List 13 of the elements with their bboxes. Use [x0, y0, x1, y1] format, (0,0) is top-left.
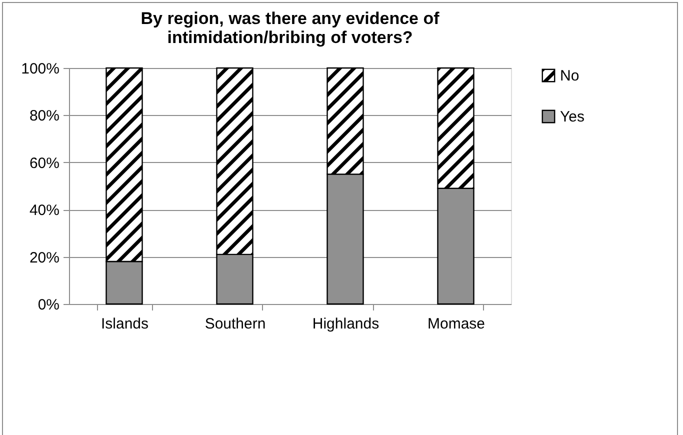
y-tick-label: 80%: [29, 108, 60, 125]
x-tick-label: Highlands: [312, 316, 380, 332]
x-tick-label: Southern: [204, 316, 266, 332]
y-tick-label: 60%: [29, 154, 60, 172]
x-tick-label: Islands: [100, 316, 149, 332]
y-tick-label: 0%: [38, 296, 60, 314]
y-tick-label: 20%: [29, 249, 60, 266]
y-tick-label: 100%: [21, 60, 60, 78]
y-tick-label: 40%: [29, 202, 60, 220]
x-tick-label: Momase: [427, 316, 486, 332]
legend-label: Yes: [560, 108, 584, 126]
chart-title: By region, was there any evidence of intimidation/bribing of voters?: [140, 9, 440, 47]
legend-label: No: [560, 68, 580, 84]
